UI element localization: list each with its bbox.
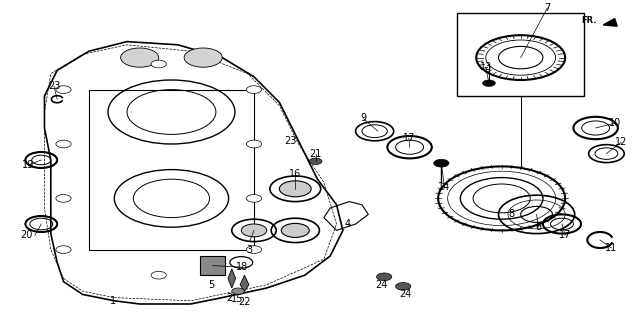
Circle shape [56,246,71,253]
Text: 11: 11 [605,243,618,253]
Circle shape [241,224,267,237]
Text: FR.: FR. [582,16,597,25]
Text: 21: 21 [309,149,322,159]
Circle shape [483,80,495,86]
Text: 5: 5 [208,280,214,290]
Text: 24: 24 [399,289,411,300]
Circle shape [232,288,244,294]
Text: 14: 14 [438,182,451,192]
Text: 1: 1 [110,296,116,306]
Text: 9: 9 [360,113,366,124]
Text: 19: 19 [22,160,35,170]
Text: 8: 8 [508,209,514,220]
Bar [200,256,225,275]
Text: 17: 17 [559,230,572,240]
Circle shape [309,158,322,164]
Text: 22: 22 [238,297,251,308]
Circle shape [151,60,166,68]
Circle shape [151,271,166,279]
Text: 3: 3 [246,244,253,255]
Text: 13: 13 [479,62,492,72]
Text: 15: 15 [231,294,243,304]
Circle shape [279,181,311,197]
Text: 23: 23 [284,136,297,146]
Circle shape [246,195,262,202]
Text: 2: 2 [227,292,233,303]
Text: 10: 10 [608,118,621,128]
Circle shape [246,86,262,93]
Circle shape [377,273,392,281]
Text: 12: 12 [615,137,627,148]
Circle shape [281,223,309,237]
Circle shape [56,86,71,93]
Text: 7: 7 [544,3,551,13]
Text: 23: 23 [48,81,60,92]
Text: 20: 20 [20,230,33,240]
Text: 16: 16 [289,169,302,180]
Text: 24: 24 [375,280,387,290]
Polygon shape [228,269,236,288]
Text: 6: 6 [535,222,542,232]
Circle shape [396,283,411,290]
Circle shape [121,48,159,67]
Text: 18: 18 [236,262,249,272]
Circle shape [246,246,262,253]
Polygon shape [603,19,617,26]
Text: 17: 17 [403,133,415,143]
Text: 4: 4 [345,219,351,229]
Circle shape [56,140,71,148]
Circle shape [434,159,449,167]
Polygon shape [240,275,249,291]
Circle shape [56,195,71,202]
Bar [457,13,584,96]
Circle shape [184,48,222,67]
Circle shape [246,140,262,148]
